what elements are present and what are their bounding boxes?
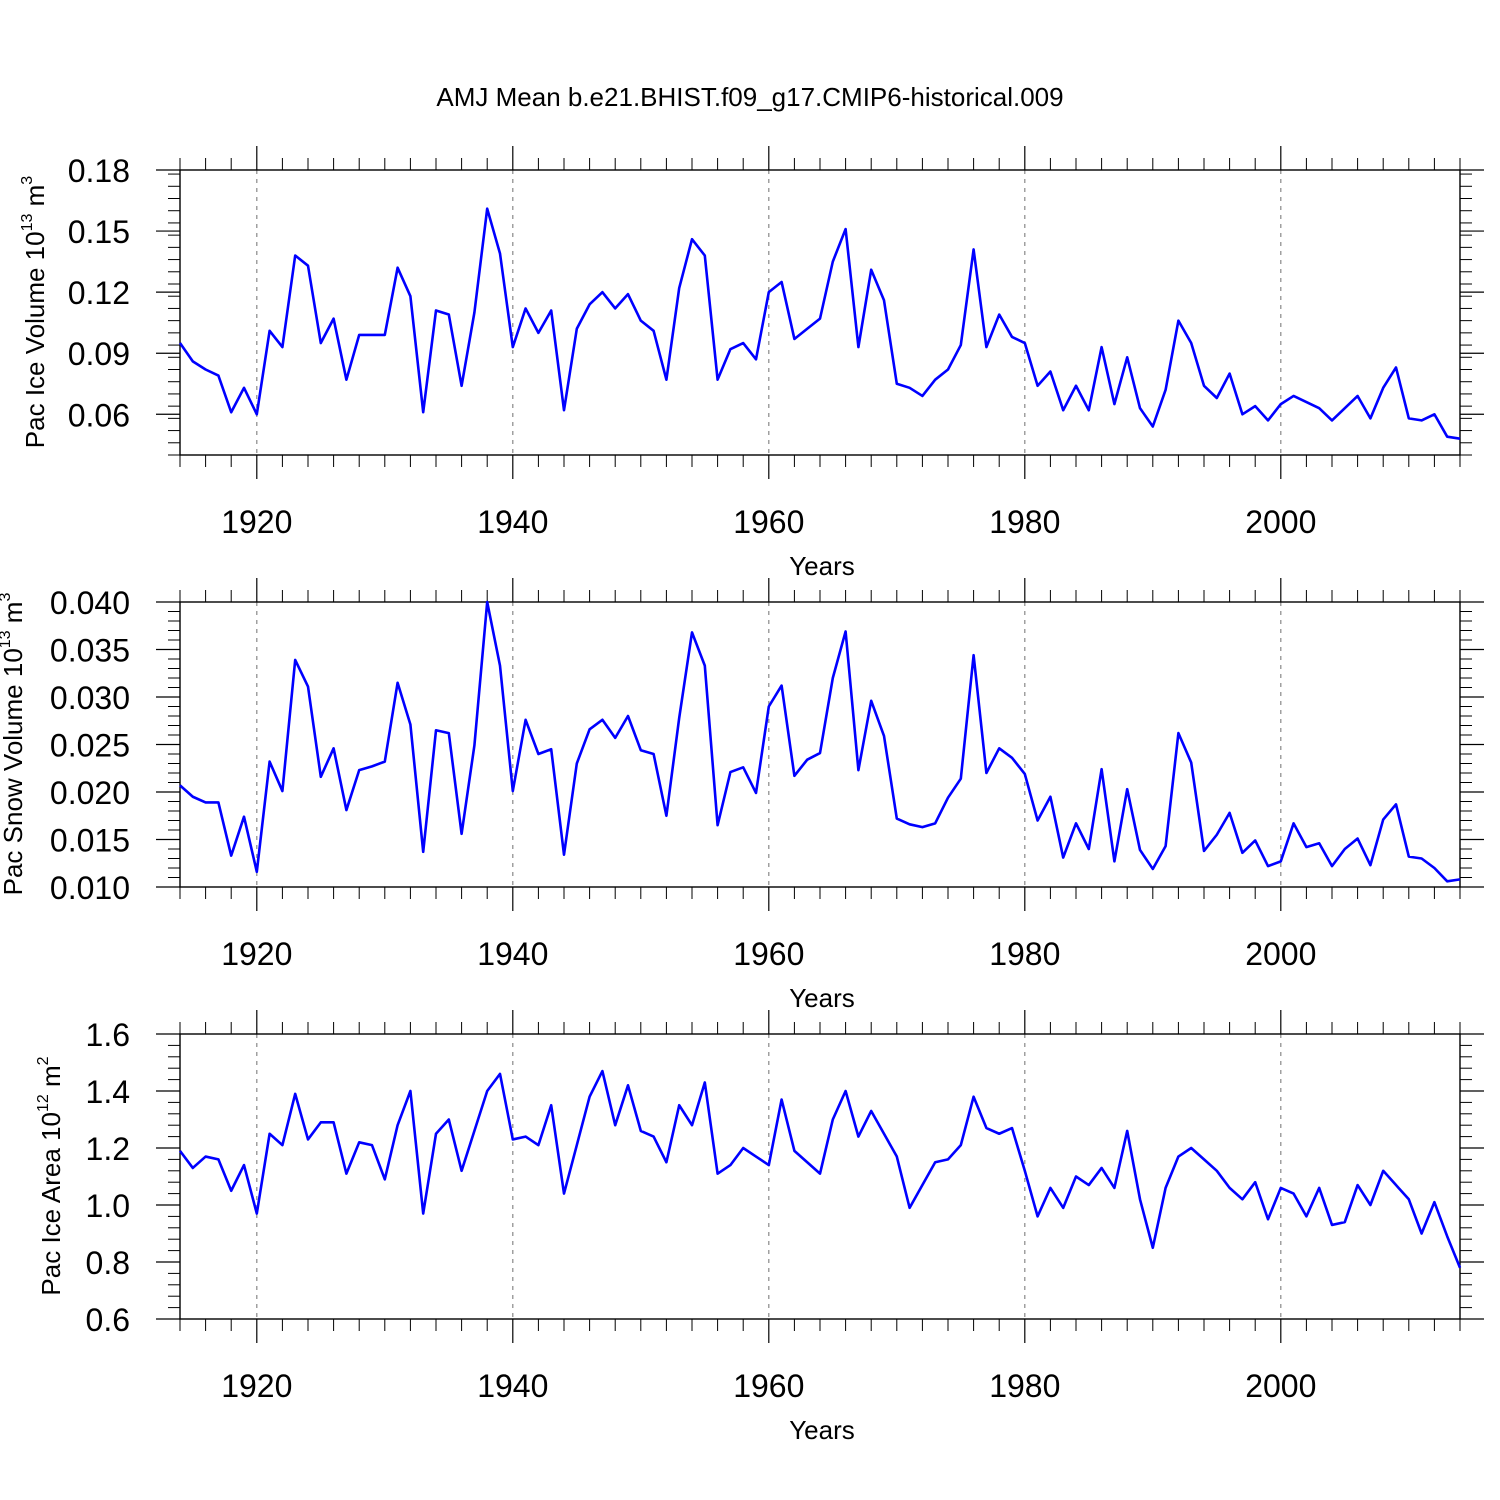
x-tick-label: 1920 xyxy=(221,504,292,540)
y-tick-label: 0.030 xyxy=(50,680,130,716)
x-tick-label: 1920 xyxy=(221,936,292,972)
y-axis-label: Pac Snow Volume 1013 m3 xyxy=(0,593,28,896)
x-axis-label: Years xyxy=(789,551,855,581)
x-tick-label: 1960 xyxy=(733,1368,804,1404)
x-tick-label: 2000 xyxy=(1245,936,1316,972)
y-axis-label-text: Pac Ice Area 10 xyxy=(36,1112,66,1296)
y-tick-label: 0.025 xyxy=(50,728,130,764)
y-axis-label-exponent: 13 xyxy=(19,213,36,231)
x-tick-label: 1940 xyxy=(477,504,548,540)
y-tick-label: 0.020 xyxy=(50,775,130,811)
figure-title: AMJ Mean b.e21.BHIST.f09_g17.CMIP6-histo… xyxy=(436,82,1063,112)
y-axis-label-unit-exponent: 2 xyxy=(35,1056,52,1065)
x-tick-label: 1980 xyxy=(989,504,1060,540)
y-axis-label-text: Pac Ice Volume 10 xyxy=(20,231,50,448)
panel-2: 1920 1940 1960 1980 2000 0.010 0.015 0.020 0.025… xyxy=(0,578,1484,1013)
y-axis-label-unit-exponent: 3 xyxy=(0,593,14,602)
y-axis-label: Pac Ice Area 1012 m2 xyxy=(35,1056,66,1295)
x-tick-label: 1960 xyxy=(733,504,804,540)
y-tick-label: 1.6 xyxy=(86,1017,130,1053)
x-tick-label: 1920 xyxy=(221,1368,292,1404)
y-axis-label-exponent: 12 xyxy=(35,1094,52,1112)
x-tick-label: 1940 xyxy=(477,1368,548,1404)
y-tick-label: 0.040 xyxy=(50,585,130,621)
y-tick-label: 1.2 xyxy=(86,1131,130,1167)
y-axis-label-unit: m xyxy=(20,185,50,214)
y-axis-label-unit-exponent: 3 xyxy=(19,176,36,185)
x-axis-label: Years xyxy=(789,983,855,1013)
x-tick-label: 1940 xyxy=(477,936,548,972)
y-tick-label: 0.12 xyxy=(68,275,130,311)
y-tick-label: 0.8 xyxy=(86,1245,130,1281)
y-axis-label-unit: m xyxy=(0,602,28,631)
y-axis-label-text: Pac Snow Volume 10 xyxy=(0,648,28,895)
x-tick-label: 1980 xyxy=(989,936,1060,972)
x-tick-label: 2000 xyxy=(1245,504,1316,540)
x-tick-label: 1980 xyxy=(989,1368,1060,1404)
y-tick-label: 0.06 xyxy=(68,397,130,433)
x-tick-label: 2000 xyxy=(1245,1368,1316,1404)
y-tick-label: 0.035 xyxy=(50,633,130,669)
y-tick-label: 1.0 xyxy=(86,1188,130,1224)
y-axis-label-unit: m xyxy=(36,1065,66,1094)
y-tick-label: 0.09 xyxy=(68,336,130,372)
y-tick-label: 0.010 xyxy=(50,870,130,906)
y-tick-label: 0.015 xyxy=(50,823,130,859)
panel-3: 1920 1940 1960 1980 2000 0.6 0.8 1.0 1.2 1.4 1.6 Ye… xyxy=(35,1010,1484,1445)
y-tick-label: 0.18 xyxy=(68,153,130,189)
y-tick-label: 1.4 xyxy=(86,1074,130,1110)
x-tick-label: 1960 xyxy=(733,936,804,972)
y-axis-label: Pac Ice Volume 1013 m3 xyxy=(19,176,50,449)
y-axis-label-exponent: 13 xyxy=(0,630,14,648)
x-axis-label: Years xyxy=(789,1415,855,1445)
panel-1: 1920 1940 1960 1980 2000 0.06 0.09 0.12 0.15 0.18… xyxy=(19,146,1484,581)
y-tick-label: 0.6 xyxy=(86,1302,130,1338)
y-tick-label: 0.15 xyxy=(68,214,130,250)
